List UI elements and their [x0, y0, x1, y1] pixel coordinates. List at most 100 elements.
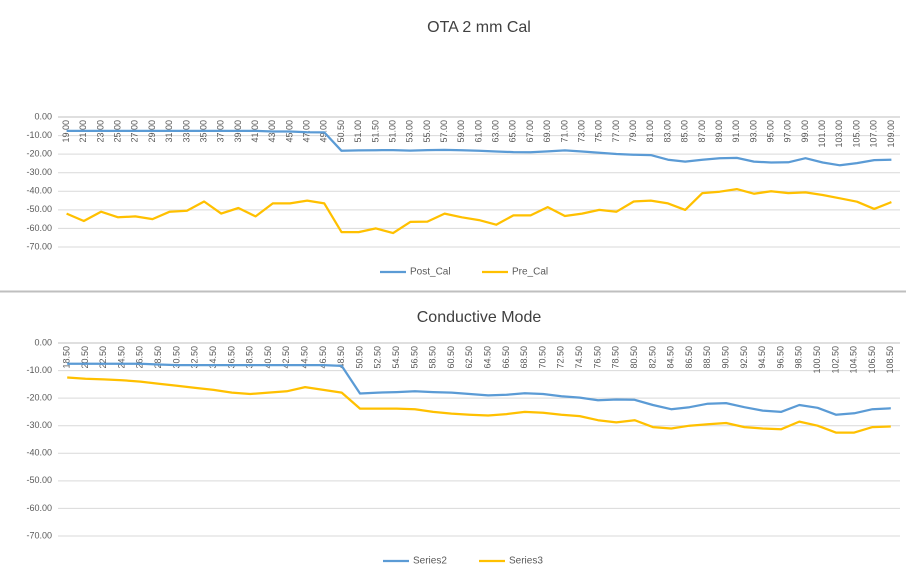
legend-label: Post_Cal — [410, 267, 451, 278]
y-tick-label: -40.00 — [26, 186, 52, 196]
x-tick-label: 108.50 — [885, 346, 895, 374]
x-tick-label: 109.00 — [886, 120, 896, 148]
x-tick-label: 92.50 — [739, 346, 749, 369]
x-tick-label: 59.00 — [456, 120, 466, 143]
x-tick-label: 19.00 — [61, 120, 71, 143]
x-tick-label: 89.00 — [714, 120, 724, 143]
x-tick-label: 46.50 — [318, 346, 328, 369]
series-line — [67, 376, 891, 434]
series-line — [66, 187, 892, 235]
x-tick-label: 51.50 — [370, 120, 380, 143]
x-tick-label: 78.50 — [611, 346, 621, 369]
x-tick-label: 48.50 — [336, 346, 346, 369]
x-tick-label: 71.00 — [559, 120, 569, 143]
x-tick-label: 42.50 — [281, 346, 291, 369]
x-tick-label: 50.50 — [354, 346, 364, 369]
x-tick-label: 82.50 — [647, 346, 657, 369]
y-tick-label: -10.00 — [26, 130, 52, 140]
x-tick-label: 54.50 — [391, 346, 401, 369]
x-tick-label: 30.50 — [171, 346, 181, 369]
x-tick-label: 79.00 — [628, 120, 638, 143]
x-tick-label: 56.50 — [409, 346, 419, 369]
x-tick-label: 88.50 — [702, 346, 712, 369]
y-tick-label: -60.00 — [26, 223, 52, 233]
y-tick-label: -70.00 — [26, 530, 52, 540]
y-tick-label: 0.00 — [34, 111, 52, 121]
x-tick-label: 62.50 — [464, 346, 474, 369]
x-tick-label: 66.50 — [501, 346, 511, 369]
x-tick-label: 55.00 — [422, 120, 432, 143]
x-tick-label: 74.50 — [574, 346, 584, 369]
x-tick-label: 75.00 — [594, 120, 604, 143]
x-tick-label: 64.50 — [483, 346, 493, 369]
x-tick-label: 50.50 — [336, 120, 346, 143]
legend-label: Series2 — [413, 556, 447, 567]
x-tick-label: 101.00 — [817, 120, 827, 148]
y-tick-label: -60.00 — [26, 503, 52, 513]
chart-title: OTA 2 mm Cal — [427, 19, 531, 36]
series-line — [66, 129, 892, 167]
x-tick-label: 51.00 — [353, 120, 363, 143]
x-tick-label: 26.50 — [135, 346, 145, 369]
x-tick-label: 84.50 — [666, 346, 676, 369]
x-tick-label: 69.00 — [542, 120, 552, 143]
x-tick-label: 67.00 — [525, 120, 535, 143]
x-tick-label: 97.00 — [783, 120, 793, 143]
y-tick-label: -20.00 — [26, 149, 52, 159]
x-tick-label: 58.50 — [428, 346, 438, 369]
x-tick-label: 102.50 — [830, 346, 840, 374]
y-tick-label: -50.00 — [26, 204, 52, 214]
y-tick-label: -30.00 — [26, 420, 52, 430]
x-tick-label: 18.50 — [62, 346, 72, 369]
x-tick-label: 77.00 — [611, 120, 621, 143]
x-tick-label: 61.00 — [473, 120, 483, 143]
x-tick-label: 100.50 — [812, 346, 822, 374]
x-tick-label: 103.00 — [834, 120, 844, 148]
x-tick-label: 52.50 — [373, 346, 383, 369]
y-tick-label: -70.00 — [26, 241, 52, 251]
x-tick-label: 65.00 — [508, 120, 518, 143]
y-tick-label: -50.00 — [26, 475, 52, 485]
x-tick-label: 96.50 — [775, 346, 785, 369]
x-tick-label: 57.00 — [439, 120, 449, 143]
x-tick-label: 76.50 — [592, 346, 602, 369]
x-tick-label: 105.00 — [851, 120, 861, 148]
x-tick-label: 51.00 — [387, 120, 397, 143]
series-line — [67, 362, 891, 416]
legend-label: Pre_Cal — [512, 267, 548, 278]
x-tick-label: 24.50 — [116, 346, 126, 369]
x-tick-label: 85.00 — [680, 120, 690, 143]
chart-title: Conductive Mode — [417, 309, 542, 326]
y-tick-label: -30.00 — [26, 167, 52, 177]
legend-label: Series3 — [509, 556, 543, 567]
x-tick-label: 80.50 — [629, 346, 639, 369]
x-tick-label: 104.50 — [849, 346, 859, 374]
x-tick-label: 73.00 — [576, 120, 586, 143]
x-tick-label: 83.00 — [662, 120, 672, 143]
x-tick-label: 36.50 — [226, 346, 236, 369]
x-tick-label: 95.00 — [765, 120, 775, 143]
x-tick-label: 22.50 — [98, 346, 108, 369]
x-tick-label: 87.00 — [697, 120, 707, 143]
x-tick-label: 93.00 — [748, 120, 758, 143]
y-tick-label: -20.00 — [26, 393, 52, 403]
x-tick-label: 28.50 — [153, 346, 163, 369]
x-tick-label: 106.50 — [867, 346, 877, 374]
x-tick-label: 44.50 — [299, 346, 309, 369]
x-tick-label: 81.00 — [645, 120, 655, 143]
x-tick-label: 63.00 — [491, 120, 501, 143]
x-tick-label: 49.00 — [319, 120, 329, 143]
x-tick-label: 72.50 — [556, 346, 566, 369]
y-tick-label: -10.00 — [26, 365, 52, 375]
x-tick-label: 20.50 — [80, 346, 90, 369]
x-tick-label: 32.50 — [190, 346, 200, 369]
y-tick-label: 0.00 — [34, 337, 52, 347]
x-tick-label: 38.50 — [245, 346, 255, 369]
x-tick-label: 98.50 — [794, 346, 804, 369]
x-tick-label: 70.50 — [537, 346, 547, 369]
x-tick-label: 91.00 — [731, 120, 741, 143]
x-tick-label: 34.50 — [208, 346, 218, 369]
x-tick-label: 107.00 — [869, 120, 879, 148]
